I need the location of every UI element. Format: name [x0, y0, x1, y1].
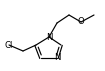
Text: N: N: [54, 54, 60, 62]
Text: Cl: Cl: [5, 40, 13, 49]
Text: N: N: [46, 33, 52, 42]
Text: O: O: [78, 17, 84, 26]
